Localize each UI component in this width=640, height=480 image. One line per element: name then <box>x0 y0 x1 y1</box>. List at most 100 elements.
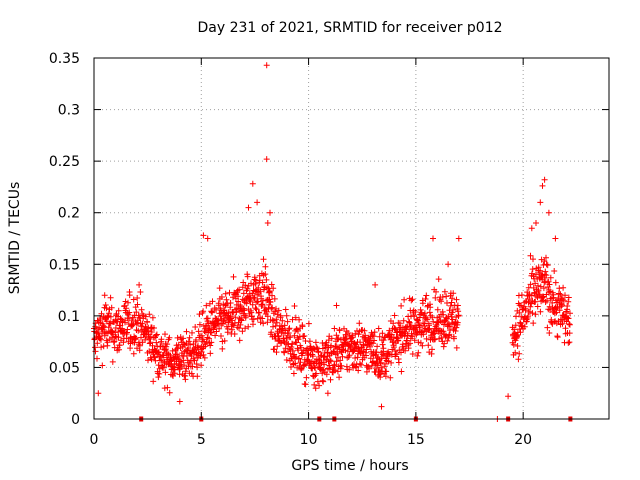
data-point <box>215 317 222 324</box>
data-point <box>135 319 141 326</box>
data-point <box>535 282 541 289</box>
data-point <box>274 343 281 350</box>
data-point <box>547 274 554 281</box>
data-point <box>301 362 308 369</box>
data-point <box>438 334 445 341</box>
data-point <box>378 403 385 410</box>
data-point <box>312 385 319 392</box>
data-point <box>101 292 108 299</box>
data-point <box>388 331 395 338</box>
data-point <box>216 285 223 292</box>
data-point <box>339 353 346 360</box>
data-point <box>241 307 248 314</box>
plot-frame <box>93 57 610 420</box>
data-point <box>249 301 256 308</box>
data-point <box>449 295 456 302</box>
data-point <box>288 344 295 350</box>
data-point <box>130 350 137 357</box>
data-point <box>363 346 370 353</box>
data-point <box>355 367 362 374</box>
data-point <box>451 335 457 342</box>
data-point <box>239 328 246 335</box>
data-point <box>269 304 276 311</box>
data-point <box>529 266 536 273</box>
data-point <box>331 362 338 369</box>
data-point <box>414 352 421 359</box>
y-tick-label: 0.3 <box>58 103 80 119</box>
data-point <box>375 353 382 360</box>
data-point <box>145 357 151 364</box>
data-point <box>419 342 426 349</box>
data-point <box>402 347 409 354</box>
data-point <box>183 328 190 335</box>
data-point <box>567 310 573 317</box>
data-point <box>313 370 320 377</box>
data-point <box>426 309 433 316</box>
data-point <box>337 357 344 364</box>
data-point <box>218 294 225 300</box>
data-point <box>434 306 441 313</box>
data-point <box>537 267 544 274</box>
data-point <box>534 303 541 310</box>
x-axis-label: GPS time / hours <box>291 458 408 474</box>
data-point <box>320 366 327 373</box>
data-point <box>551 268 558 274</box>
data-point <box>398 349 404 356</box>
data-point <box>324 390 331 397</box>
data-point <box>207 350 214 357</box>
data-point <box>100 322 107 329</box>
data-point <box>244 273 251 280</box>
data-point <box>530 320 537 327</box>
data-point <box>204 235 211 242</box>
data-point <box>537 308 544 315</box>
data-point <box>222 290 229 297</box>
data-point <box>161 347 168 353</box>
data-point <box>541 258 548 265</box>
data-point <box>215 302 222 309</box>
data-point <box>188 370 195 377</box>
data-point <box>557 291 564 298</box>
data-point <box>512 322 519 329</box>
data-point <box>412 309 419 315</box>
chart-title: Day 231 of 2021, SRMTID for receiver p01… <box>197 20 502 36</box>
data-point <box>521 323 528 330</box>
data-point <box>100 343 107 350</box>
data-point <box>164 341 171 348</box>
x-tick-label: 0 <box>90 432 99 448</box>
data-point <box>305 320 312 327</box>
data-point <box>181 362 188 369</box>
data-point <box>527 281 534 288</box>
data-point <box>196 311 203 318</box>
data-point <box>566 321 573 327</box>
data-point <box>336 374 343 381</box>
data-point <box>213 328 220 335</box>
data-point <box>375 325 382 332</box>
data-point <box>346 366 353 373</box>
data-point <box>297 359 304 366</box>
data-point <box>230 273 237 280</box>
data-point <box>312 339 319 346</box>
data-point <box>306 338 313 345</box>
data-point <box>522 307 529 314</box>
data-point <box>299 352 305 359</box>
data-point <box>539 182 546 189</box>
data-point <box>400 317 407 324</box>
data-point <box>401 296 408 303</box>
data-point <box>221 337 228 344</box>
data-point <box>208 339 215 346</box>
data-point <box>175 341 182 348</box>
data-point <box>102 302 109 308</box>
data-point <box>442 333 449 340</box>
data-point <box>187 358 194 364</box>
data-point <box>447 302 454 309</box>
data-point <box>159 363 166 370</box>
data-point <box>92 348 99 355</box>
data-point <box>176 398 183 405</box>
data-point <box>565 339 572 346</box>
data-point <box>536 291 543 298</box>
data-point <box>333 358 340 365</box>
data-point <box>439 294 446 300</box>
data-point <box>185 338 192 345</box>
data-point <box>236 286 243 293</box>
data-point <box>404 337 411 344</box>
